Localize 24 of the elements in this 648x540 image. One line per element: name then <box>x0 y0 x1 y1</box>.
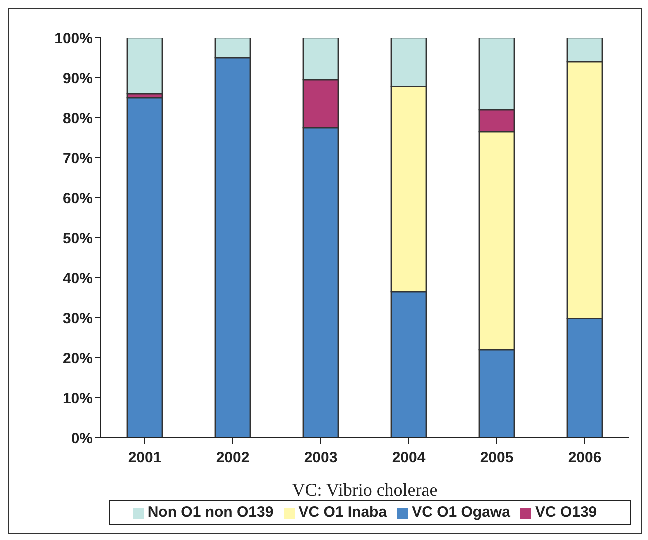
y-tick-label: 0% <box>71 430 93 448</box>
legend-label: VC O139 <box>535 504 598 521</box>
y-tick-label: 20% <box>62 350 93 368</box>
y-tick-label: 90% <box>62 70 93 88</box>
y-tick-label: 80% <box>62 110 93 128</box>
y-tick-label: 10% <box>62 390 93 408</box>
x-tick-label: 2004 <box>392 450 426 467</box>
legend-label: Non O1 non O139 <box>148 504 274 521</box>
x-tick-label: 2002 <box>216 450 250 467</box>
x-tick-label: 2006 <box>568 450 602 467</box>
x-tick-label: 2001 <box>128 450 162 467</box>
y-tick-label: 40% <box>62 270 93 288</box>
x-tick-label: 2005 <box>480 450 514 467</box>
x-tick-label: 2003 <box>304 450 338 467</box>
y-tick-label: 100% <box>54 30 93 48</box>
y-tick-label: 60% <box>62 190 93 208</box>
bar <box>126 38 163 95</box>
x-axis-title: VC: Vibrio cholerae <box>292 480 438 500</box>
y-tick-label: 50% <box>62 230 93 248</box>
bar <box>126 97 163 438</box>
y-tick-label: 70% <box>62 150 93 168</box>
legend-label: VC O1 Ogawa <box>412 504 510 521</box>
y-tick-label: 30% <box>62 310 93 328</box>
legend-label: VC O1 Inaba <box>298 504 388 521</box>
